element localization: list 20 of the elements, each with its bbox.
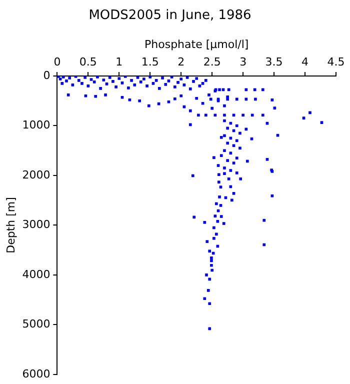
y-tick-label: 3000 (22, 218, 50, 232)
y-tick-label: 2000 (22, 168, 50, 182)
x-tick-label: 2.5 (203, 55, 221, 68)
y-tick-label: 0 (43, 68, 50, 82)
x-tick-label: 4 (302, 55, 309, 68)
y-tick-label: 5000 (22, 318, 50, 331)
x-tick-label: 2 (178, 55, 185, 68)
chart-title: MODS2005 in June, 1986 (88, 8, 252, 24)
x-tick-label: 3.5 (265, 55, 283, 68)
x-tick-label: 0 (54, 55, 61, 68)
y-tick-label: 1000 (22, 118, 50, 132)
y-axis-title: Depth [m] (4, 197, 18, 254)
y-tick-label: 4000 (22, 268, 50, 281)
x-tick-label: 0.5 (79, 55, 97, 68)
x-tick-label: 1 (116, 55, 123, 68)
y-tick-label: 6000 (22, 367, 50, 380)
x-tick-label: 4.5 (327, 55, 345, 68)
x-axis-title: Phosphate [μmol/l] (144, 38, 249, 52)
x-tick-label: 3 (240, 55, 247, 68)
x-tick-label: 1.5 (141, 55, 159, 68)
